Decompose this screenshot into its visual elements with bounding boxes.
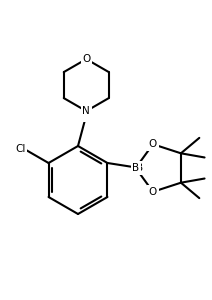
Text: B: B: [132, 163, 139, 173]
Text: B: B: [136, 163, 143, 173]
Text: O: O: [149, 139, 157, 149]
Text: N: N: [82, 110, 90, 120]
Text: Cl: Cl: [15, 144, 25, 154]
Text: O: O: [82, 54, 90, 64]
Text: N: N: [82, 106, 90, 116]
Text: O: O: [149, 187, 157, 197]
